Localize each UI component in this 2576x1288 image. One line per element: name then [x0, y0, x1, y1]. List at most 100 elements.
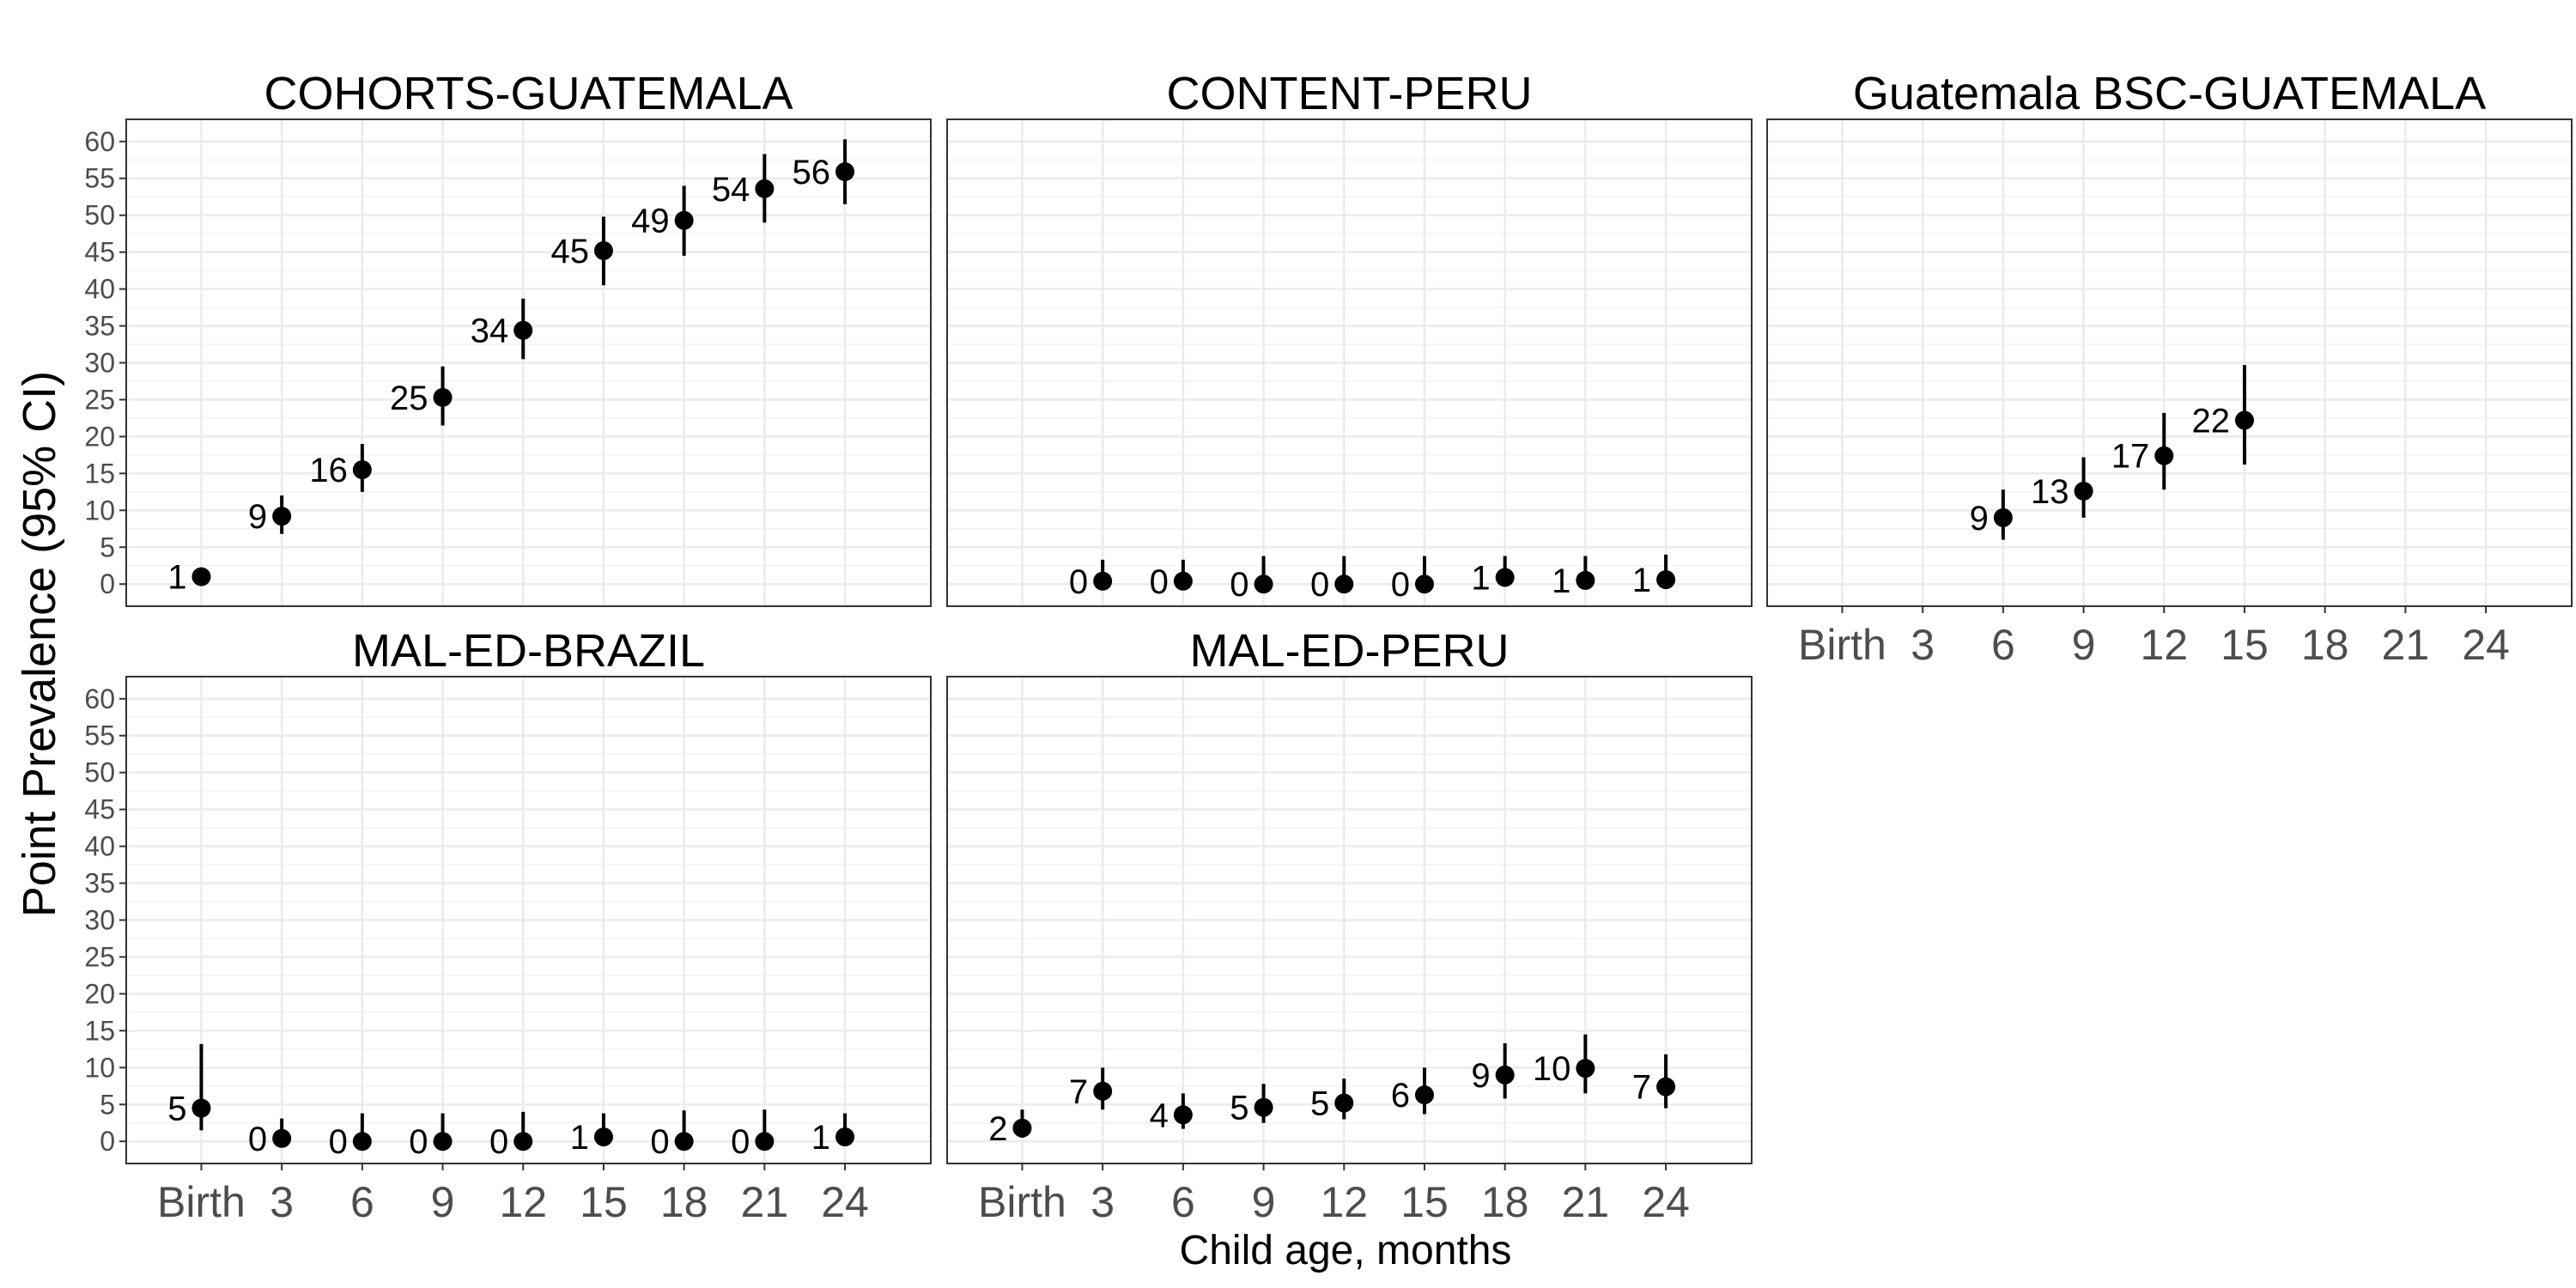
data-point — [755, 1132, 775, 1151]
y-tick-label: 0 — [100, 568, 115, 599]
data-point — [2074, 481, 2093, 501]
y-tick-label: 15 — [84, 1015, 115, 1046]
data-label: 0 — [1150, 563, 1169, 601]
panel-3: MAL-ED-BRAZIL051015202530354045505560Bir… — [84, 625, 932, 1226]
y-tick-label: 55 — [84, 720, 115, 751]
y-tick-label: 35 — [84, 311, 115, 342]
data-point — [1093, 1081, 1113, 1101]
x-tick-label: 18 — [660, 1178, 708, 1226]
panel-border — [946, 676, 1753, 1164]
x-tick-label: 15 — [2221, 621, 2269, 669]
data-label: 7 — [1632, 1069, 1651, 1107]
panel-title: Guatemala BSC-GUATEMALA — [1853, 68, 2486, 119]
x-tick-label: 9 — [2072, 621, 2096, 669]
data-point — [1093, 571, 1113, 591]
y-tick-label: 55 — [84, 163, 115, 194]
y-tick-label: 30 — [84, 905, 115, 936]
y-tick-label: 50 — [84, 757, 115, 788]
data-point — [513, 320, 533, 340]
panel-title: MAL-ED-PERU — [1189, 625, 1509, 677]
x-tick-label: 6 — [1171, 1178, 1195, 1226]
data-point — [1576, 570, 1595, 590]
x-tick-label: 24 — [1642, 1178, 1690, 1226]
x-tick-label: 15 — [580, 1178, 628, 1226]
data-point — [272, 1128, 292, 1148]
data-point — [1993, 507, 2013, 527]
x-tick-label: 9 — [1252, 1178, 1276, 1226]
data-point — [433, 1132, 453, 1151]
panel-1: CONTENT-PERU 0 0 0 0 0 1 1 1 — [946, 68, 1753, 607]
y-tick-label: 45 — [84, 237, 115, 268]
data-label: 9 — [1970, 500, 1989, 538]
data-point — [1173, 1105, 1193, 1125]
data-label: 0 — [1230, 566, 1249, 604]
x-tick-label: 18 — [2301, 621, 2349, 669]
y-tick-label: 45 — [84, 794, 115, 825]
data-label: 34 — [471, 313, 509, 350]
data-label: 0 — [650, 1123, 669, 1161]
x-tick-label: 3 — [1911, 621, 1935, 669]
y-tick-label: 20 — [84, 978, 115, 1009]
panel-border — [1766, 118, 2573, 607]
data-label: 1 — [1632, 562, 1651, 599]
x-tick-label: Birth — [157, 1178, 246, 1226]
data-label: 5 — [1230, 1090, 1249, 1127]
y-tick-label: 60 — [84, 126, 115, 157]
data-point — [1576, 1059, 1595, 1078]
data-label: 1 — [570, 1119, 589, 1157]
x-tick-label: 15 — [1400, 1178, 1449, 1226]
data-point — [1173, 571, 1193, 591]
data-label: 0 — [1310, 566, 1329, 604]
data-label: 5 — [167, 1091, 186, 1128]
panel-title: COHORTS-GUATEMALA — [264, 68, 793, 119]
data-label: 0 — [489, 1123, 508, 1161]
data-label: 13 — [2031, 473, 2069, 511]
data-point — [593, 240, 613, 260]
data-label: 10 — [1533, 1050, 1571, 1088]
data-label: 5 — [1310, 1085, 1329, 1123]
x-tick-label: 18 — [1481, 1178, 1529, 1226]
panel-title: CONTENT-PERU — [1166, 68, 1532, 119]
y-tick-label: 20 — [84, 421, 115, 452]
data-point — [835, 161, 855, 181]
x-axis-title: Child age, months — [1180, 1228, 1512, 1273]
data-point — [1495, 1065, 1515, 1084]
x-tick-label: 12 — [2140, 621, 2188, 669]
x-tick-label: 21 — [2382, 621, 2430, 669]
data-label: 1 — [1471, 559, 1490, 597]
data-label: 9 — [1471, 1057, 1490, 1095]
data-point — [352, 1132, 372, 1151]
data-point — [674, 210, 694, 230]
data-point — [1254, 1097, 1273, 1117]
x-tick-label: 9 — [431, 1178, 455, 1226]
y-tick-label: 10 — [84, 495, 115, 526]
data-label: 1 — [167, 559, 186, 597]
y-tick-label: 50 — [84, 200, 115, 231]
data-point — [191, 1098, 211, 1118]
data-point — [1334, 574, 1354, 594]
data-point — [835, 1127, 855, 1147]
y-tick-label: 25 — [84, 941, 115, 972]
panel-0: COHORTS-GUATEMALA 0 5 10 15 20 25 30 35 40 45 50 55 6… — [84, 68, 932, 607]
data-label: 22 — [2191, 403, 2230, 440]
data-point — [1334, 1093, 1354, 1113]
panels-layer: COHORTS-GUATEMALA05101520253035404550556… — [84, 68, 2573, 1226]
y-tick-label: 0 — [100, 1126, 115, 1157]
data-point — [593, 1127, 613, 1147]
x-tick-label: 6 — [1991, 621, 2015, 669]
panel-border — [946, 118, 1753, 607]
data-point — [513, 1132, 533, 1151]
data-label: 0 — [1391, 566, 1410, 604]
data-label: 4 — [1150, 1097, 1169, 1134]
data-point — [2154, 446, 2174, 465]
x-tick-label: 6 — [350, 1178, 374, 1226]
data-point — [1656, 570, 1676, 590]
data-label: 9 — [248, 498, 267, 536]
data-point — [352, 460, 372, 480]
data-label: 1 — [811, 1119, 830, 1157]
x-tick-label: 21 — [741, 1178, 789, 1226]
x-tick-label: 24 — [2462, 621, 2510, 669]
data-point — [1012, 1118, 1032, 1138]
